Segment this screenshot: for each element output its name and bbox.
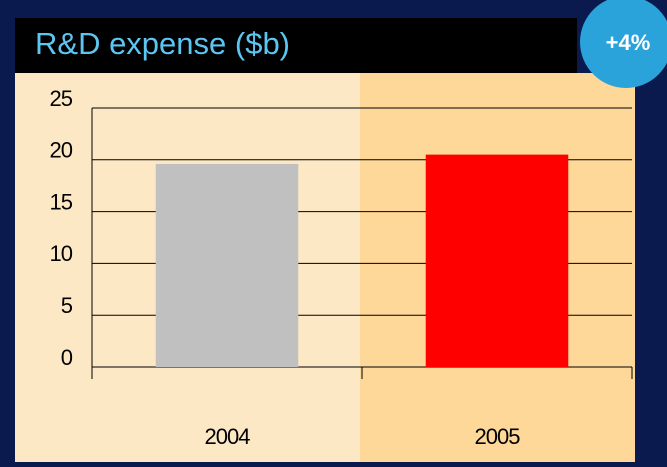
bar: [155, 163, 299, 367]
y-tick-label: 5: [61, 293, 73, 318]
x-tick-label: 2004: [205, 424, 251, 449]
badge: [580, 0, 667, 88]
y-tick-label: 10: [50, 241, 73, 266]
y-tick-label: 25: [50, 86, 73, 111]
x-tick-label: 2005: [475, 424, 521, 449]
y-tick-label: 20: [50, 138, 73, 163]
badge-text: +4%: [606, 30, 651, 55]
chart-title: R&D expense ($b): [35, 26, 290, 61]
bar: [425, 154, 569, 367]
y-tick-label: 0: [61, 345, 73, 370]
title-band: [15, 18, 577, 73]
y-tick-label: 15: [50, 189, 73, 214]
